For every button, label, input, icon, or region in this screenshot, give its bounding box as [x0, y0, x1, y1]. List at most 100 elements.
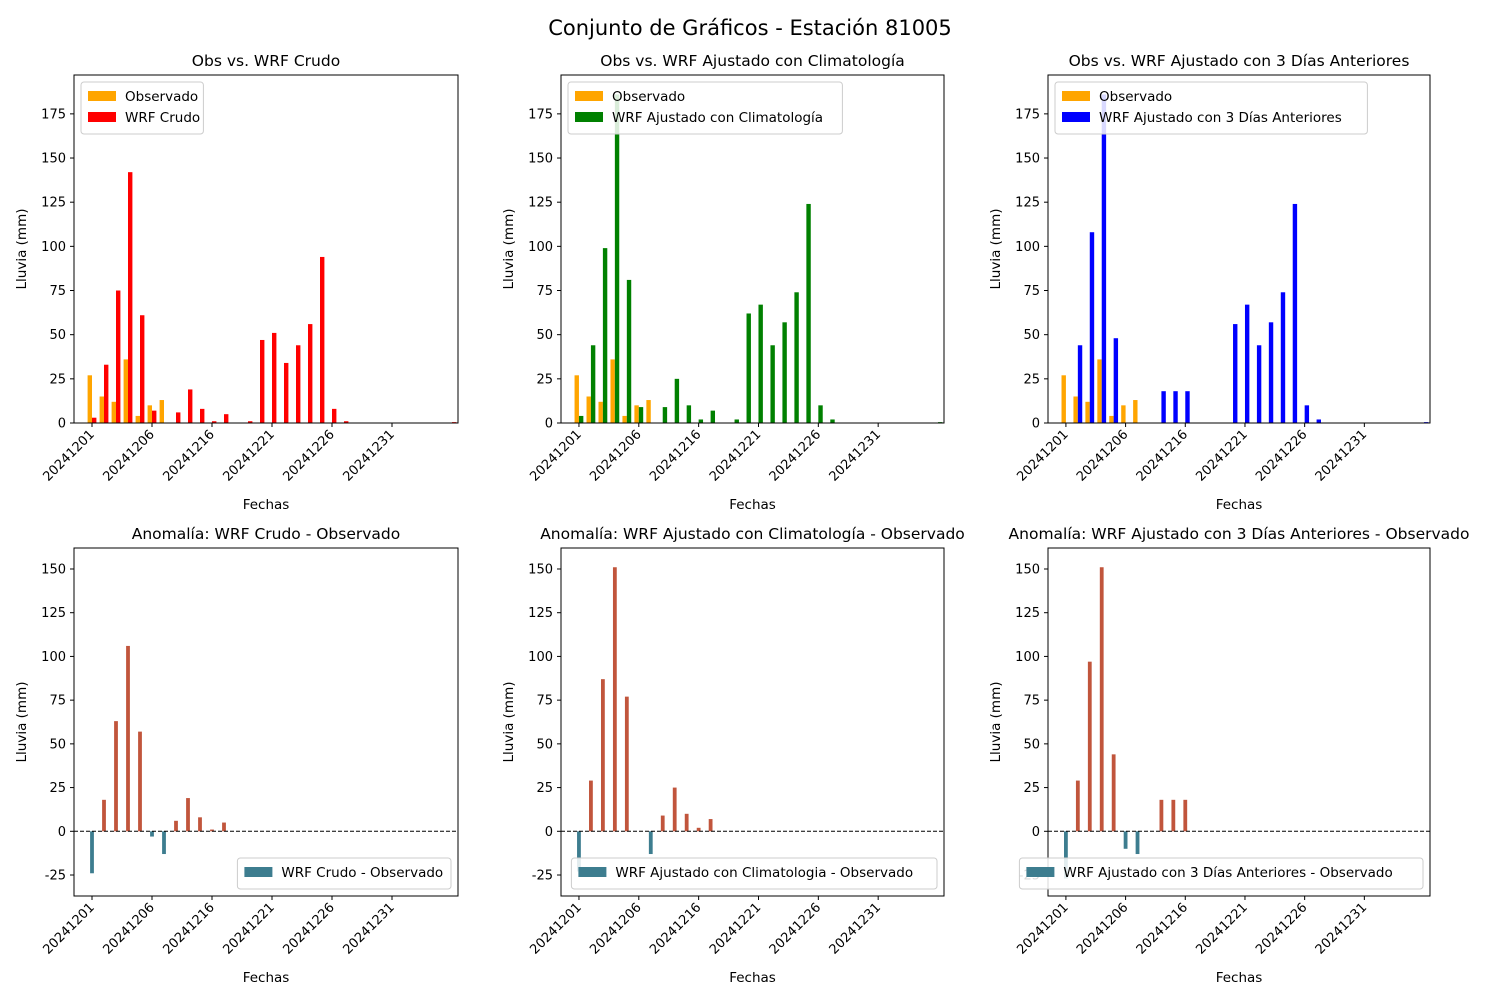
bar — [1123, 831, 1128, 849]
x-tick-label: 20241206 — [587, 900, 644, 957]
bar — [99, 396, 104, 423]
bar — [1075, 780, 1080, 832]
bar — [1280, 292, 1286, 423]
x-tick-label: 20241226 — [280, 427, 337, 484]
legend-swatch — [244, 867, 273, 877]
bar — [308, 324, 313, 423]
y-tick-label: 125 — [1015, 196, 1040, 211]
bar — [1316, 419, 1321, 423]
legend-label: WRF Ajustado con Climatología — [612, 110, 823, 126]
legend: Observado WRF Crudo — [80, 81, 204, 135]
bar — [662, 407, 668, 423]
y-tick-label: 25 — [1023, 781, 1040, 796]
bar — [624, 696, 629, 832]
y-tick-label: 125 — [528, 196, 553, 211]
bar — [284, 362, 289, 423]
bar — [162, 831, 166, 855]
bar — [1101, 94, 1107, 424]
y-tick-label: 75 — [536, 694, 553, 709]
bar — [1256, 345, 1262, 423]
x-tick-label: 20241231 — [827, 900, 884, 957]
bar — [586, 396, 591, 423]
subplot-title: Anomalía: WRF Ajustado con 3 Días Anteri… — [1009, 525, 1470, 543]
x-tick-label: 20241201 — [40, 900, 97, 957]
x-tick-label: 20241221 — [220, 900, 277, 957]
legend-swatch — [575, 91, 603, 101]
y-tick-label: 175 — [1015, 107, 1040, 122]
bar — [634, 405, 639, 423]
x-tick-label: 20241221 — [707, 427, 764, 484]
bar — [248, 421, 253, 423]
bar — [1089, 232, 1095, 423]
bar — [746, 313, 751, 423]
y-tick-label: 150 — [1015, 152, 1040, 167]
x-tick-label: 20241216 — [1134, 900, 1191, 957]
y-tick-label: 0 — [545, 417, 553, 432]
x-tick-label: 20241216 — [647, 900, 704, 957]
bar — [710, 410, 716, 423]
y-tick-label: 25 — [49, 372, 66, 387]
bar — [186, 798, 190, 832]
y-tick-label: 0 — [545, 825, 553, 840]
bar — [622, 415, 627, 423]
x-tick-label: 20241206 — [100, 427, 157, 484]
x-axis-label: Fechas — [729, 497, 776, 513]
bar — [200, 408, 205, 423]
bar — [1097, 359, 1102, 423]
legend: Observado WRF Ajustado con Climatología — [567, 81, 843, 135]
bar — [1099, 567, 1104, 832]
legend: Observado WRF Ajustado con 3 Días Anterio… — [1054, 81, 1368, 135]
legend-box — [1054, 81, 1368, 135]
y-tick-label: 125 — [528, 606, 553, 621]
y-axis-label: Lluvia (mm) — [501, 209, 517, 290]
x-tick-label: 20241201 — [40, 427, 97, 484]
legend-swatch — [1026, 867, 1055, 877]
y-tick-label: 50 — [536, 737, 553, 752]
x-tick-label: 20241221 — [220, 427, 277, 484]
bar — [1064, 831, 1068, 879]
bar — [660, 815, 665, 832]
x-tick-label: 20241226 — [767, 427, 824, 484]
x-tick-label: 20241206 — [1074, 900, 1131, 957]
y-tick-label: 100 — [1015, 240, 1040, 255]
y-tick-label: 0 — [58, 417, 66, 432]
x-tick-label: 20241221 — [1193, 900, 1250, 957]
x-tick-label: 20241206 — [100, 900, 157, 957]
bar — [600, 679, 605, 832]
x-tick-label: 20241231 — [827, 427, 884, 484]
x-axis-label: Fechas — [729, 970, 776, 986]
axes-frame — [73, 547, 459, 897]
bar — [87, 375, 92, 423]
x-tick-label: 20241216 — [1134, 427, 1191, 484]
bar — [648, 831, 653, 855]
axes-frame — [560, 74, 945, 424]
bar — [794, 292, 799, 423]
bar — [1077, 345, 1083, 423]
y-tick-label: 100 — [1015, 650, 1040, 665]
y-tick-label: 100 — [41, 650, 66, 665]
bar — [1073, 396, 1078, 423]
bar — [296, 345, 301, 423]
bar — [646, 400, 651, 423]
bar — [696, 827, 701, 832]
bar — [123, 359, 128, 423]
x-axis-label: Fechas — [1216, 497, 1263, 513]
y-tick-label: 150 — [41, 562, 66, 577]
bar — [578, 415, 584, 423]
y-tick-label: 0 — [1032, 417, 1040, 432]
y-tick-label: 75 — [1023, 694, 1040, 709]
x-tick-label: 20241201 — [1014, 427, 1071, 484]
bar — [698, 419, 704, 423]
subplot-title: Obs vs. WRF Ajustado con Climatología — [600, 52, 905, 70]
bar — [272, 332, 277, 423]
bar — [626, 279, 632, 423]
axes-frame — [1047, 547, 1431, 897]
x-tick-label: 20241201 — [527, 900, 584, 957]
bar — [128, 172, 133, 423]
y-tick-label: 125 — [41, 196, 66, 211]
x-tick-label: 20241221 — [707, 900, 764, 957]
y-tick-label: 0 — [58, 825, 66, 840]
